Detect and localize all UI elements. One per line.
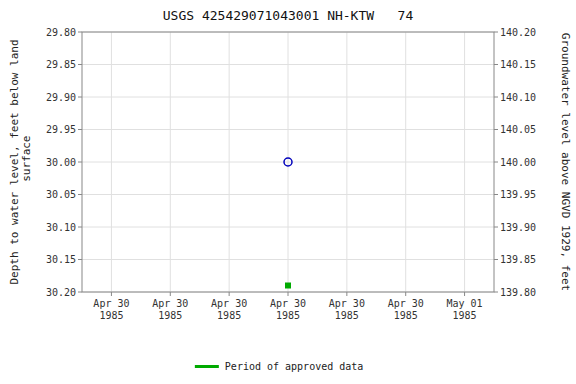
tick-label: 30.15	[46, 254, 76, 265]
tick	[346, 292, 347, 296]
y2-axis-label: Groundwater level above NGVD 1929, feet	[559, 33, 572, 291]
tick	[78, 162, 82, 163]
text-line: 1985	[335, 310, 359, 321]
tick-label: Apr 301985	[388, 298, 424, 321]
text-line: surface	[20, 136, 33, 189]
legend-label: Period of approved data	[225, 361, 363, 372]
tick-label: 139.90	[500, 222, 536, 233]
tick	[494, 259, 498, 260]
grid-line	[288, 32, 289, 292]
point	[285, 283, 291, 289]
tick-label: 30.05	[46, 189, 76, 200]
tick	[405, 292, 406, 296]
text-line: Apr 30	[329, 298, 365, 309]
tick-label: 140.20	[500, 27, 536, 38]
tick	[494, 194, 498, 195]
grid	[82, 32, 494, 292]
y2-axis: 139.80 139.85 139.90 139.95 140.00 140.05 140.…	[494, 27, 536, 298]
y-axis: 29.80 29.85 29.90 29.95 30.00 30.05 30.10 30.15…	[46, 27, 82, 298]
tick-label: 139.85	[500, 254, 536, 265]
tick-label: Apr 301985	[329, 298, 365, 321]
text-line: Apr 30	[388, 298, 424, 309]
tick	[494, 227, 498, 228]
tick	[288, 292, 289, 296]
tick-label: 140.05	[500, 124, 536, 135]
grid-line	[405, 32, 406, 292]
text-line: 1985	[217, 310, 241, 321]
tick	[78, 97, 82, 98]
tick	[494, 129, 498, 130]
text-line: 1985	[276, 310, 300, 321]
tick-label: 139.80	[500, 287, 536, 298]
tick-label: 30.10	[46, 222, 76, 233]
tick	[494, 64, 498, 65]
grid-line	[111, 32, 112, 292]
grid-line	[464, 32, 465, 292]
title: USGS 425429071043001 NH-KTW 74	[163, 8, 414, 23]
tick	[494, 32, 498, 33]
tick	[78, 194, 82, 195]
plot-frame	[82, 32, 494, 292]
text-line: Apr 30	[93, 298, 129, 309]
tick-label: Apr 301985	[93, 298, 129, 321]
tick-label: May 011985	[447, 298, 483, 321]
tick	[78, 292, 82, 293]
grid-line	[346, 32, 347, 292]
tick-label: 139.95	[500, 189, 536, 200]
tick-label: 140.00	[500, 157, 536, 168]
legend: Period of approved data	[195, 361, 363, 372]
grid-line	[229, 32, 230, 292]
tick	[170, 292, 171, 296]
tick-label: 29.85	[46, 59, 76, 70]
tick	[229, 292, 230, 296]
text-line: Groundwater level above NGVD 1929, feet	[559, 33, 572, 291]
tick	[78, 259, 82, 260]
tick	[111, 292, 112, 296]
tick-label: 29.80	[46, 27, 76, 38]
point	[284, 158, 292, 166]
tick	[78, 227, 82, 228]
y-label-group: Depth to water level, feet below land su…	[8, 39, 33, 284]
text-line: 1985	[99, 310, 123, 321]
tick	[494, 162, 498, 163]
text-line: Apr 30	[270, 298, 306, 309]
tick-label: Apr 301985	[211, 298, 247, 321]
tick-label: 140.15	[500, 59, 536, 70]
tick	[494, 97, 498, 98]
tick-label: Apr 301985	[152, 298, 188, 321]
tick-label: 140.10	[500, 92, 536, 103]
x-axis: Apr 301985Apr 301985Apr 301985Apr 301985…	[93, 292, 482, 321]
tick-label: Apr 301985	[270, 298, 306, 321]
text-line: Apr 30	[152, 298, 188, 309]
series	[285, 283, 291, 289]
marks	[284, 158, 292, 289]
text-line: 1985	[394, 310, 418, 321]
tick	[78, 129, 82, 130]
legend-swatch	[195, 365, 219, 368]
tick	[464, 292, 465, 296]
tick-label: 29.90	[46, 92, 76, 103]
text-line: 1985	[453, 310, 477, 321]
grid-line	[170, 32, 171, 292]
tick	[494, 292, 498, 293]
tick	[78, 32, 82, 33]
tick-label: 30.00	[46, 157, 76, 168]
series	[284, 158, 292, 166]
chart: 29.80 29.85 29.90 29.95 30.00 30.05 30.10 30.15…	[0, 0, 576, 384]
tick-label: 29.95	[46, 124, 76, 135]
tick-label: 30.20	[46, 287, 76, 298]
text-line: Apr 30	[211, 298, 247, 309]
y2-label-group: Groundwater level above NGVD 1929, feet	[559, 33, 572, 291]
text-line: 1985	[158, 310, 182, 321]
y-axis-label: Depth to water level, feet below land su…	[8, 39, 33, 284]
text-line: May 01	[447, 298, 483, 309]
tick	[78, 64, 82, 65]
